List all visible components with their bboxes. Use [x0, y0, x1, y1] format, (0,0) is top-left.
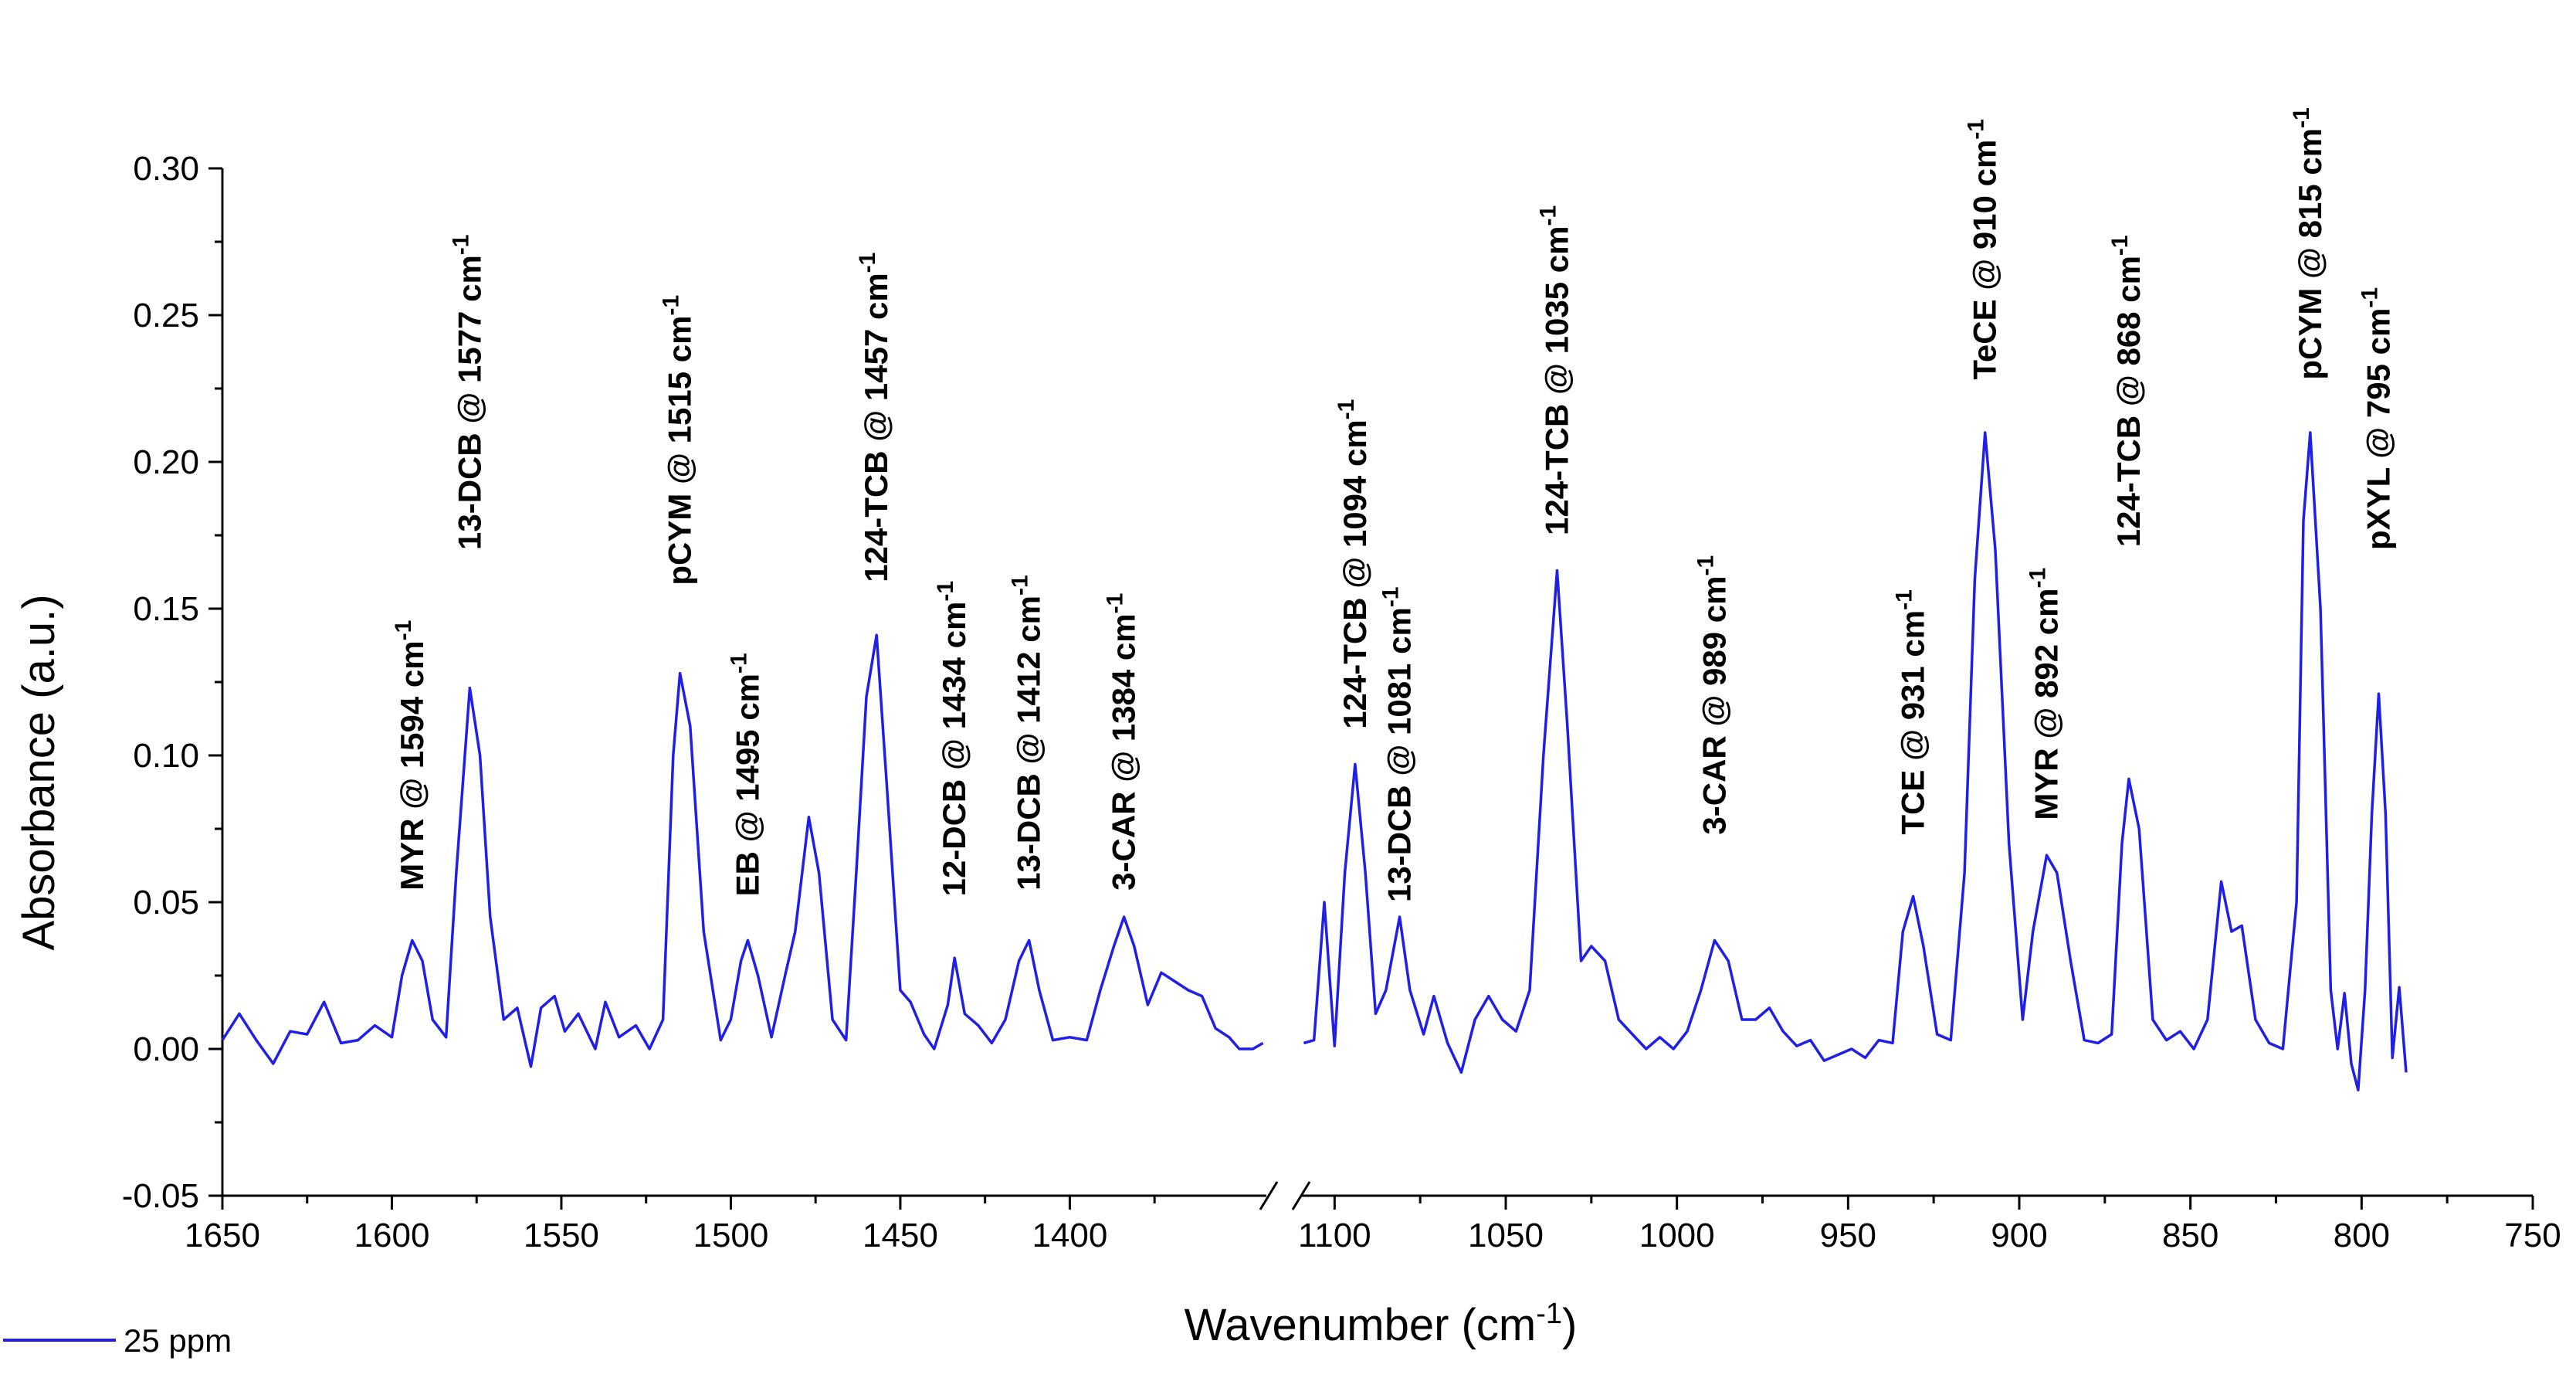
- x-tick-label: 750: [2504, 1217, 2561, 1254]
- peak-label: TeCE @ 910 cm-1: [1964, 119, 2003, 380]
- series-line-right: [1303, 431, 2408, 1091]
- x-axis-title-superscript: -1: [1536, 1298, 1562, 1330]
- y-tick-label: 0.30: [133, 150, 199, 188]
- x-axis-title-end: ): [1562, 1300, 1577, 1350]
- peak-label: 13-DCB @ 1577 cm-1: [448, 235, 487, 550]
- y-tick-label: 0.15: [133, 590, 199, 628]
- x-tick-label: 950: [1820, 1217, 1876, 1254]
- y-axis-title: Absorbance (a.u.): [14, 594, 64, 950]
- x-tick-label: 900: [1991, 1217, 2047, 1254]
- peak-label: 124-TCB @ 1094 cm-1: [1334, 399, 1373, 729]
- series-line-left: [221, 633, 1264, 1068]
- y-tick-label: 0.20: [133, 443, 199, 481]
- y-tick-label: 0.25: [133, 297, 199, 334]
- peak-label: pCYM @ 815 cm-1: [2289, 107, 2328, 379]
- series-layer: [221, 431, 2408, 1091]
- y-tick-label: -0.05: [122, 1177, 199, 1215]
- legend-label: 25 ppm: [124, 1322, 232, 1359]
- axis-break-mark: [1291, 1181, 1311, 1210]
- y-tick-label: 0.10: [133, 737, 199, 775]
- x-tick-label: 850: [2162, 1217, 2218, 1254]
- x-axis-title: Wavenumber (cm-1): [1185, 1298, 1578, 1350]
- x-tick-label: 1450: [863, 1217, 938, 1254]
- peak-label: MYR @ 1594 cm-1: [391, 620, 430, 891]
- x-tick-label: 1600: [354, 1217, 430, 1254]
- peak-label: pXYL @ 795 cm-1: [2357, 287, 2397, 550]
- y-tick-label: 0.00: [133, 1030, 199, 1068]
- axis-break-mark: [1259, 1181, 1279, 1210]
- peak-label: 3-CAR @ 1384 cm-1: [1103, 593, 1142, 891]
- y-tick-label: 0.05: [133, 884, 199, 921]
- peak-label: 124-TCB @ 1035 cm-1: [1536, 205, 1575, 535]
- x-tick-label: 1500: [693, 1217, 768, 1254]
- x-tick-label: 1050: [1468, 1217, 1544, 1254]
- peak-label: 124-TCB @ 1457 cm-1: [855, 253, 894, 582]
- axes: -0.05 0.00 0.05 0.10 0.15 0.20 0.25 0.30 1650 160…: [122, 150, 2561, 1254]
- peak-label: EB @ 1495 cm-1: [726, 653, 765, 896]
- x-tick-label: 1000: [1639, 1217, 1715, 1254]
- peak-label: 124-TCB @ 868 cm-1: [2107, 235, 2147, 547]
- peak-label: MYR @ 892 cm-1: [2025, 568, 2064, 820]
- peak-label: pCYM @ 1515 cm-1: [659, 295, 698, 585]
- x-tick-label: 1550: [524, 1217, 599, 1254]
- peak-label: 12-DCB @ 1434 cm-1: [933, 581, 972, 896]
- peak-label: 13-DCB @ 1081 cm-1: [1378, 587, 1418, 902]
- x-tick-label: 1400: [1032, 1217, 1107, 1254]
- x-tick-label: 800: [2334, 1217, 2390, 1254]
- x-tick-label: 1100: [1298, 1217, 1371, 1254]
- x-tick-label: 1650: [185, 1217, 260, 1254]
- peak-label: 3-CAR @ 989 cm-1: [1693, 555, 1732, 835]
- x-axis-title-main: Wavenumber (cm: [1185, 1300, 1537, 1350]
- peak-label: TCE @ 931 cm-1: [1892, 589, 1931, 834]
- peak-annotations: MYR @ 1594 cm-1 13-DCB @ 1577 cm-1 pCYM @ …: [391, 107, 2397, 902]
- peak-label: 13-DCB @ 1412 cm-1: [1008, 575, 1047, 890]
- legend: 25 ppm: [3, 1322, 232, 1359]
